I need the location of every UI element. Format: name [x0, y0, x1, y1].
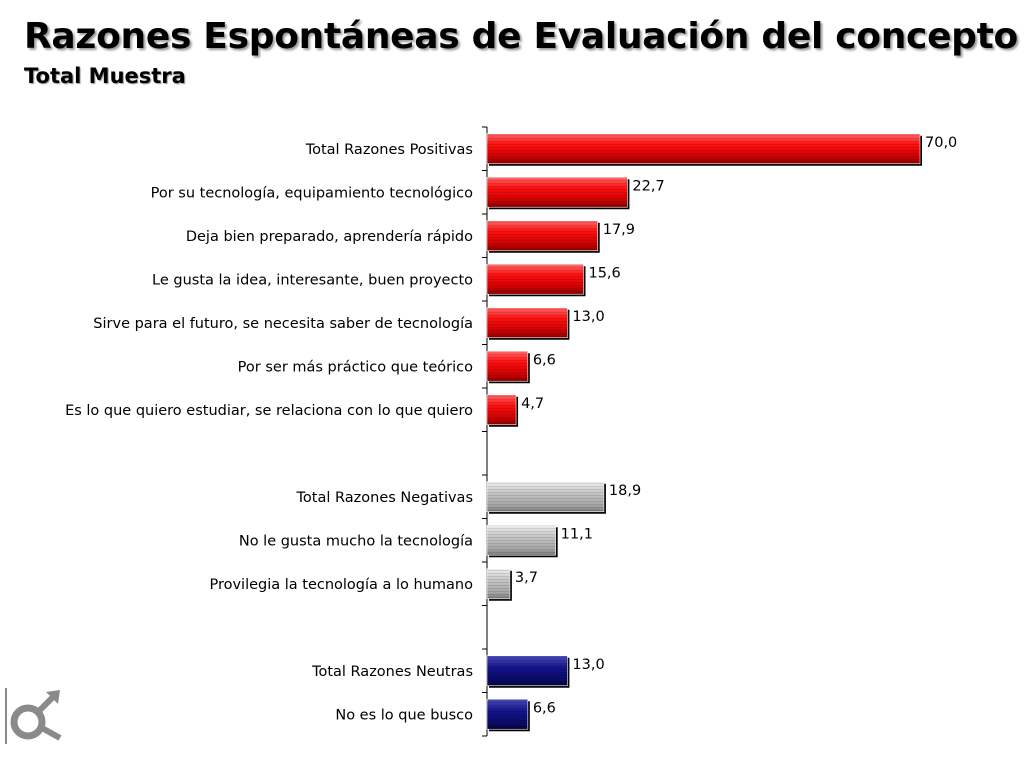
value-label: 4,7: [521, 396, 544, 412]
category-label: Deja bien preparado, aprendería rápido: [186, 229, 473, 245]
category-label: Es lo que quiero estudiar, se relaciona …: [65, 403, 473, 419]
bar-texture: [487, 394, 517, 425]
value-label: 22,7: [632, 178, 664, 194]
category-label: Le gusta la idea, interesante, buen proy…: [152, 272, 473, 288]
value-label: 18,9: [609, 483, 641, 499]
value-label: 13,0: [572, 657, 604, 673]
value-label: 13,0: [572, 309, 604, 325]
bar-texture: [487, 220, 598, 251]
chart-subtitle: Total Muestra: [24, 64, 186, 88]
category-label: Sirve para el futuro, se necesita saber …: [93, 316, 473, 332]
value-label: 3,7: [515, 570, 538, 586]
value-label: 17,9: [603, 222, 635, 238]
bar-texture: [487, 481, 604, 512]
category-label: No es lo que busco: [335, 707, 473, 723]
chart-title: Razones Espontáneas de Evaluación del co…: [24, 16, 1018, 57]
bar-texture: [487, 525, 556, 556]
category-label: Total Razones Positivas: [305, 142, 473, 158]
category-label: Por su tecnología, equipamiento tecnológ…: [151, 185, 474, 201]
category-label: Total Razones Negativas: [296, 490, 473, 506]
bars: [486, 133, 922, 732]
gender-symbol-logo-icon: [5, 688, 62, 744]
value-label: 6,6: [533, 352, 556, 368]
value-label: 70,0: [925, 135, 957, 151]
labels: Total Razones Positivas 70,0 Por su tecnol…: [65, 135, 957, 724]
value-label: 15,6: [588, 265, 620, 281]
bar-texture: [487, 133, 920, 164]
category-label: Por ser más práctico que teórico: [238, 359, 473, 375]
value-label: 11,1: [561, 526, 593, 542]
bar-texture: [487, 699, 528, 730]
value-label: 6,6: [533, 700, 556, 716]
category-label: Total Razones Neutras: [311, 664, 473, 680]
bar-texture: [487, 568, 510, 599]
category-label: No le gusta mucho la tecnología: [239, 533, 473, 549]
bar-texture: [487, 655, 568, 686]
bar-texture: [487, 307, 568, 338]
category-label: Provilegia la tecnología a lo humano: [209, 577, 473, 593]
bar-texture: [487, 264, 584, 295]
bar-texture: [487, 177, 628, 208]
category-axis: [482, 126, 488, 737]
bar-texture: [487, 351, 528, 382]
